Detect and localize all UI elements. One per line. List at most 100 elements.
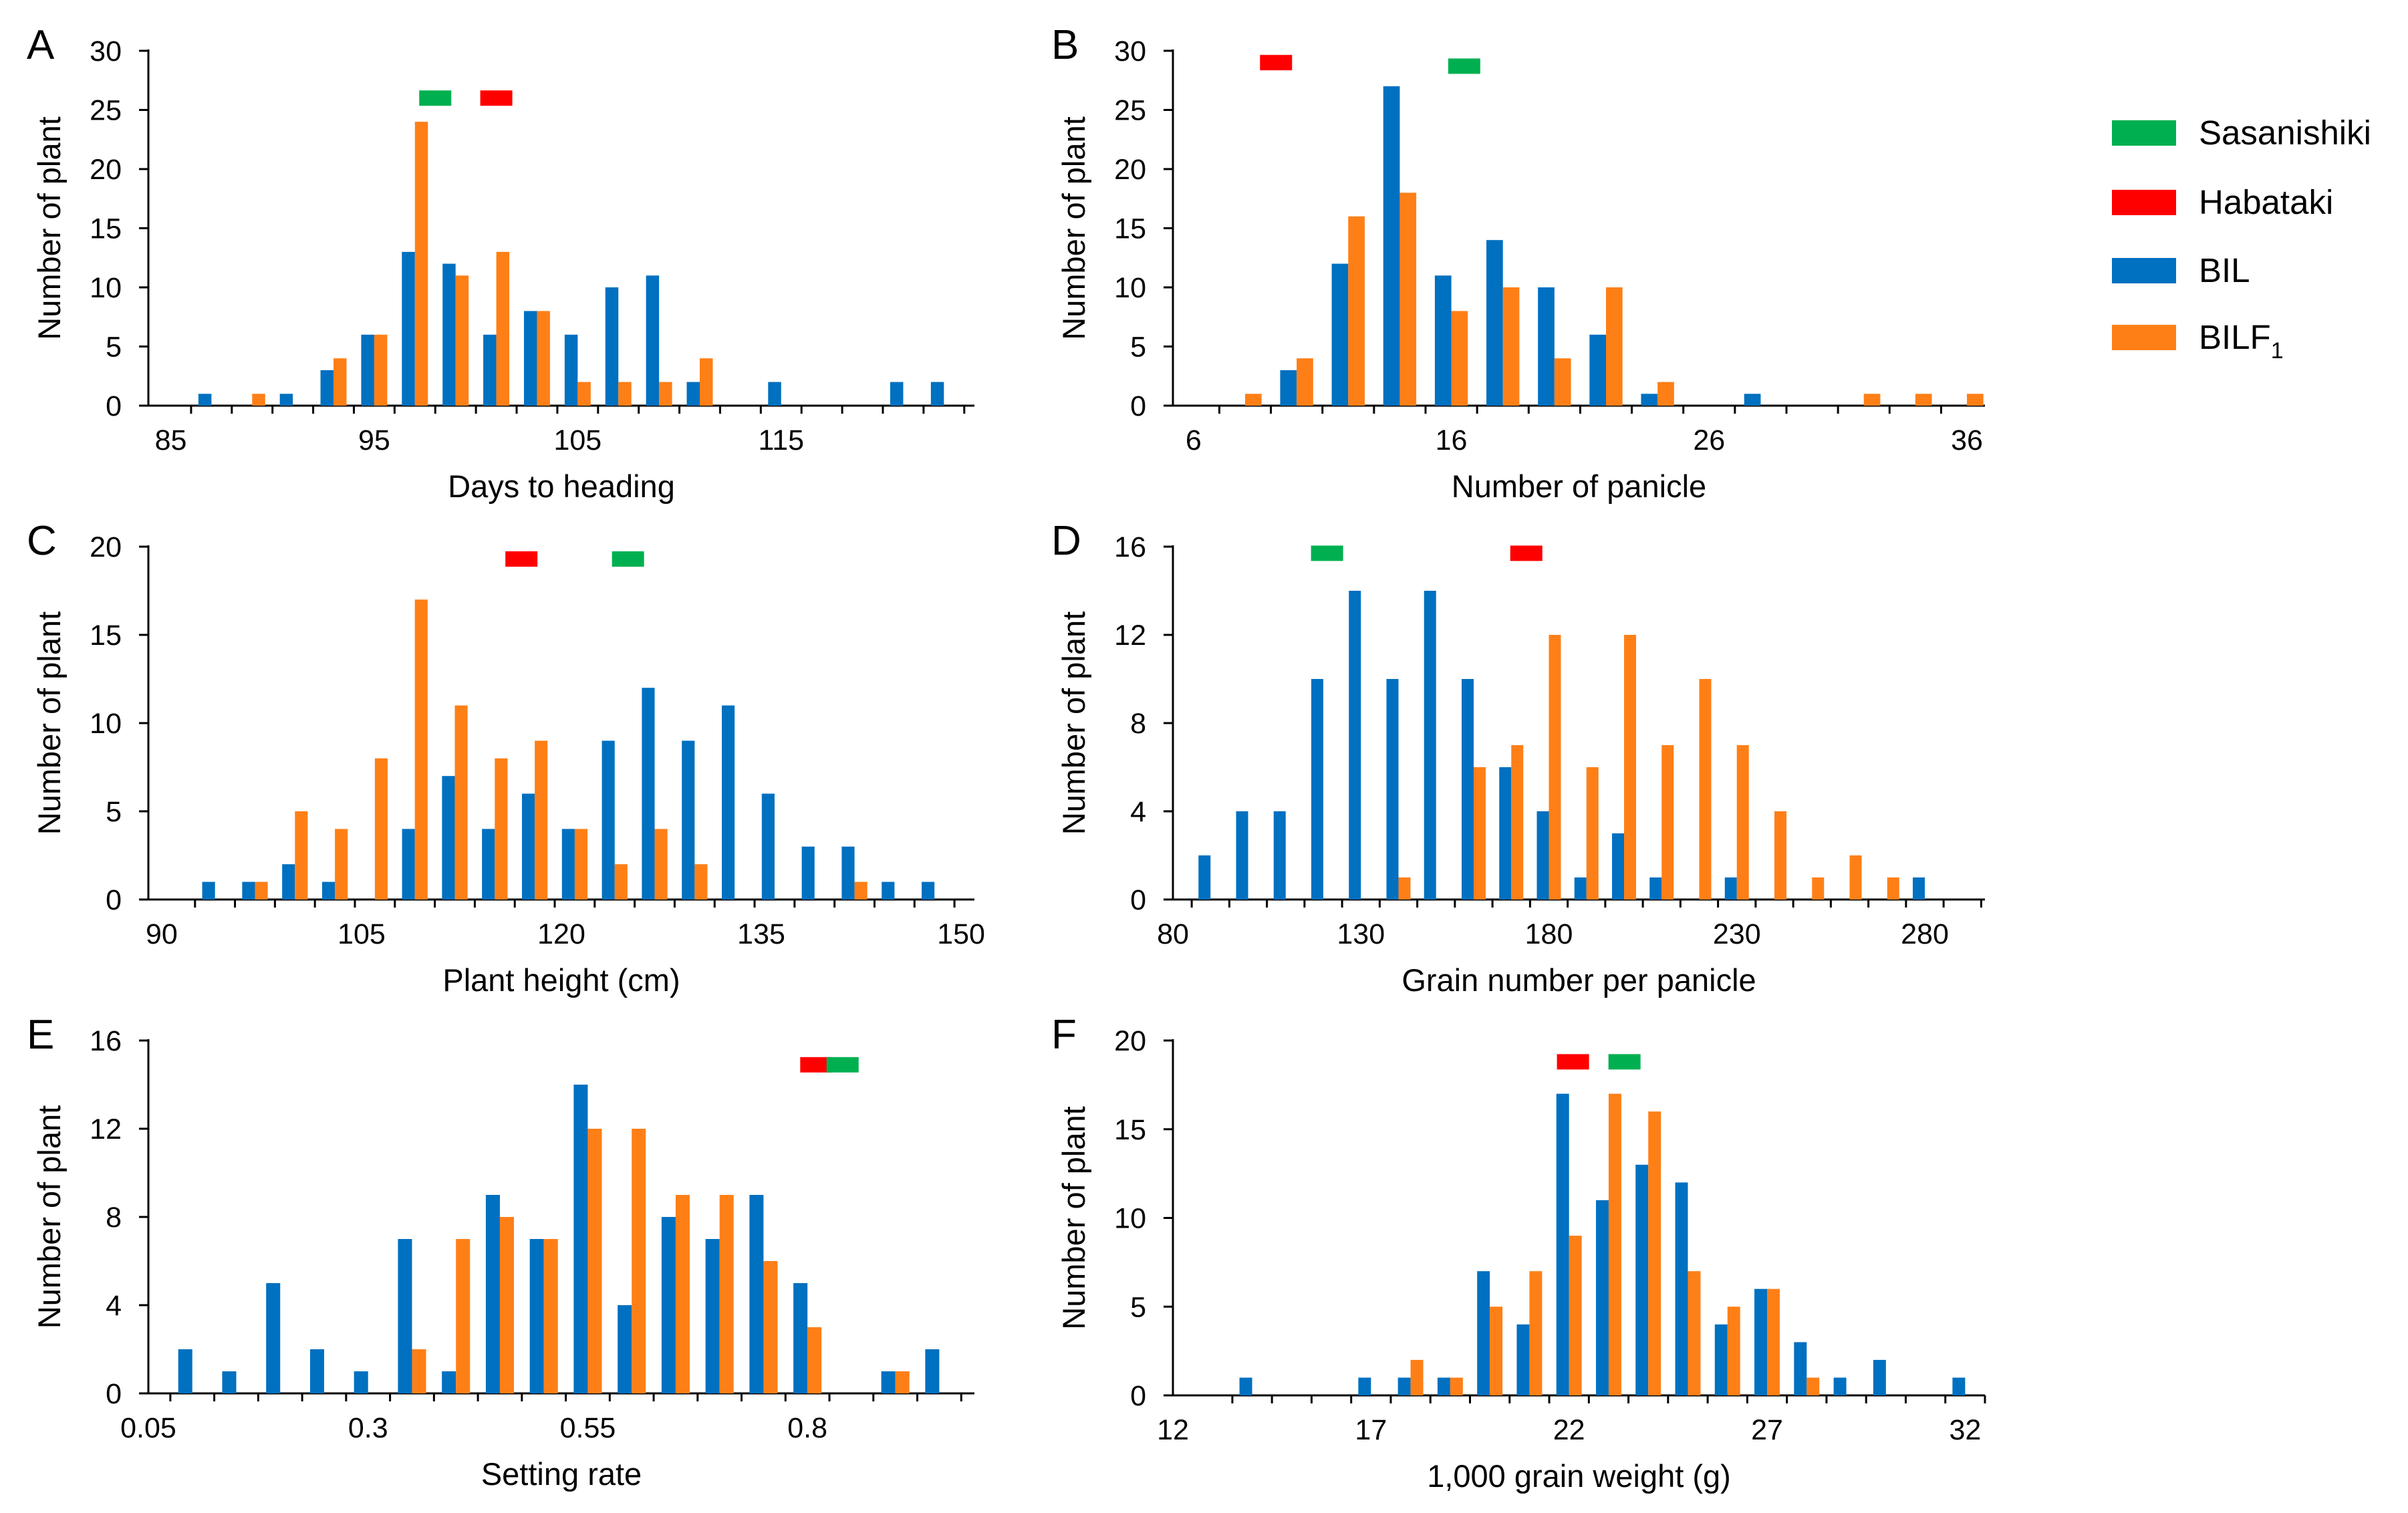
bar-bilf1	[374, 758, 388, 900]
bar-bil	[881, 1371, 896, 1393]
bar-bilf1	[455, 275, 469, 406]
panel-a: A 0 5 10 15 20 25 30 85 95 105 115 Days to heading Nu…	[27, 22, 974, 504]
marker-sasanishiki	[419, 90, 452, 106]
bar-bilf1	[1736, 745, 1749, 900]
bar-bil	[1556, 1093, 1569, 1395]
y-tick-label: 12	[1114, 620, 1146, 652]
bar-bil	[309, 1349, 324, 1393]
y-tick-label: 15	[1114, 213, 1146, 245]
bar-bil	[1386, 679, 1399, 900]
y-tick-label: 0	[106, 390, 122, 422]
y-tick-label: 0	[106, 884, 122, 916]
bar-bilf1	[543, 1239, 558, 1393]
bar-bil	[705, 1239, 720, 1393]
bar-bilf1	[1490, 1306, 1503, 1395]
bar-bilf1	[537, 311, 550, 406]
bar-bilf1	[577, 382, 591, 406]
bar-bil	[1477, 1271, 1490, 1395]
bar-bilf1	[614, 864, 628, 900]
x-tick-label: 0.8	[787, 1412, 827, 1444]
bar-bilf1	[659, 382, 672, 406]
bar-bil	[402, 251, 415, 406]
bar-bil	[202, 881, 215, 900]
y-tick-label: 20	[90, 154, 122, 186]
bar-bil	[573, 1085, 588, 1393]
bar-bil	[1383, 86, 1400, 406]
bar-bil	[768, 382, 781, 406]
x-tick-label: 180	[1525, 918, 1573, 950]
x-axis-title: Setting rate	[481, 1456, 642, 1492]
bar-bil	[564, 334, 578, 406]
bar-bilf1	[1297, 358, 1313, 406]
x-tick-label: 135	[737, 918, 785, 950]
x-tick-label: 105	[338, 918, 386, 950]
bar-bil	[485, 1195, 500, 1393]
marker-habataki	[1510, 545, 1543, 561]
y-axis-title: Number of plant	[1056, 116, 1091, 339]
bar-bil	[1641, 394, 1658, 406]
bar-bilf1	[854, 881, 867, 900]
bar-bil	[442, 1371, 456, 1393]
bar-bil	[1589, 334, 1606, 406]
bar-bilf1	[1511, 745, 1524, 900]
bar-bil	[686, 382, 700, 406]
bar-bil	[646, 275, 660, 406]
x-tick-label: 27	[1751, 1414, 1783, 1446]
bar-bilf1	[1812, 877, 1825, 900]
bar-bil	[1675, 1182, 1688, 1395]
bar-bil	[1198, 855, 1211, 900]
x-tick-label: 32	[1949, 1414, 1981, 1446]
bar-bilf1	[719, 1195, 734, 1393]
bar-bil	[761, 793, 775, 900]
bar-bilf1	[412, 1349, 426, 1393]
x-axis-title: Grain number per panicle	[1401, 962, 1756, 998]
x-tick-label: 0.55	[560, 1412, 616, 1444]
bar-bilf1	[414, 122, 428, 406]
bar-bilf1	[694, 864, 708, 900]
bar-bil	[1635, 1164, 1649, 1395]
bar-bil	[601, 740, 615, 900]
bar-bil	[890, 382, 904, 406]
bar-bilf1	[1661, 745, 1674, 900]
legend-label-bil: BIL	[2199, 251, 2250, 289]
x-tick-label: 280	[1901, 918, 1949, 950]
bar-bilf1	[1348, 216, 1365, 406]
bar-bilf1	[1410, 1359, 1424, 1395]
bar-bilf1	[654, 829, 668, 900]
marker-habataki	[800, 1057, 833, 1073]
bar-bil	[282, 864, 295, 900]
bar-bil	[793, 1283, 808, 1393]
bar-bil	[1873, 1359, 1886, 1395]
bar-bil	[922, 881, 935, 900]
bar-bilf1	[1887, 877, 1899, 900]
bar-bil	[618, 1305, 632, 1393]
bar-bil	[1424, 591, 1436, 900]
bar-bil	[242, 881, 255, 900]
x-tick-label: 105	[553, 424, 601, 456]
y-tick-label: 30	[1114, 35, 1146, 67]
y-tick-label: 12	[90, 1113, 122, 1145]
legend-label-sasanishiki: Sasanishiki	[2199, 114, 2371, 152]
bar-bilf1	[1608, 1093, 1621, 1395]
bar-bil	[1536, 811, 1549, 900]
bar-bil	[361, 334, 374, 406]
y-tick-label: 20	[90, 531, 122, 563]
bar-bilf1	[1624, 635, 1636, 900]
bar-bil	[882, 881, 895, 900]
x-tick-label: 85	[155, 424, 187, 456]
bar-bilf1	[1554, 358, 1571, 406]
x-tick-label: 22	[1553, 1414, 1585, 1446]
bar-bil	[1952, 1377, 1966, 1395]
bar-bil	[1794, 1342, 1807, 1395]
bar-bil	[178, 1349, 192, 1393]
bar-bil	[1595, 1200, 1609, 1395]
y-tick-label: 5	[106, 796, 122, 828]
bar-bil	[801, 846, 815, 900]
bar-bil	[930, 382, 944, 406]
bar-bil	[1397, 1377, 1411, 1395]
panel-letter: C	[27, 518, 57, 564]
bar-bil	[1649, 877, 1662, 900]
x-tick-label: 150	[937, 918, 985, 950]
y-tick-label: 15	[90, 213, 122, 245]
x-axis-title: Days to heading	[448, 468, 675, 504]
